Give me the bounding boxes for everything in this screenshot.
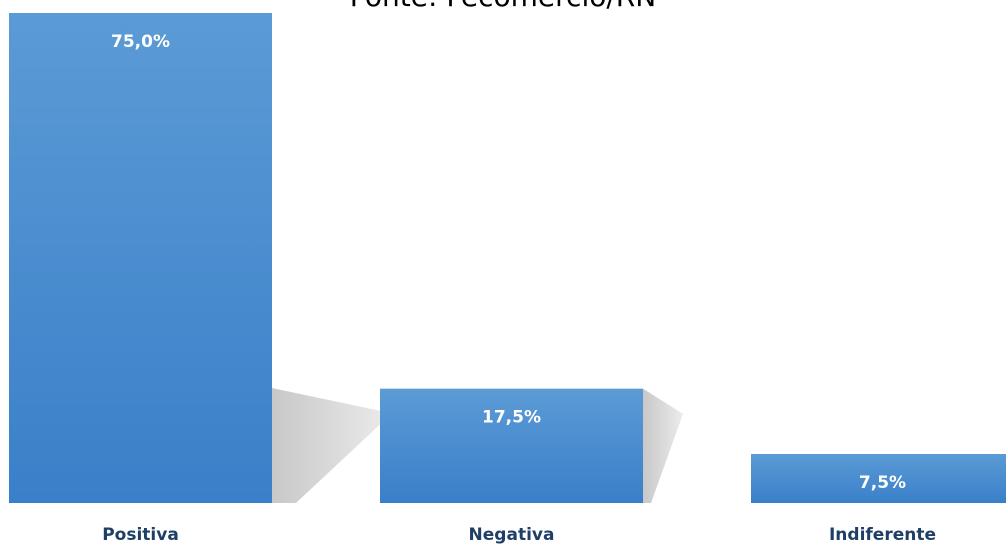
tick-label-negativa: Negativa [469, 525, 555, 544]
bar-shadow-negativa [643, 388, 684, 503]
data-label-indiferente: 7,5% [859, 473, 906, 493]
category-tick-labels: Positiva Negativa Indiferente [102, 525, 936, 544]
bar-positiva [9, 13, 272, 503]
tick-label-positiva: Positiva [102, 525, 179, 544]
data-labels: 75,0% 17,5% 7,5% [111, 32, 906, 493]
chart-source-caption: Fonte: Fecomércio/RN [0, 0, 1006, 14]
bar-shadow-positiva [272, 388, 392, 503]
bar-negativa [380, 388, 643, 503]
data-label-negativa: 17,5% [482, 408, 541, 428]
bars [9, 13, 1006, 503]
data-label-positiva: 75,0% [111, 32, 170, 52]
bar-indiferente [751, 454, 1006, 503]
bar-shadows [272, 388, 684, 503]
tick-label-indiferente: Indiferente [829, 525, 936, 544]
